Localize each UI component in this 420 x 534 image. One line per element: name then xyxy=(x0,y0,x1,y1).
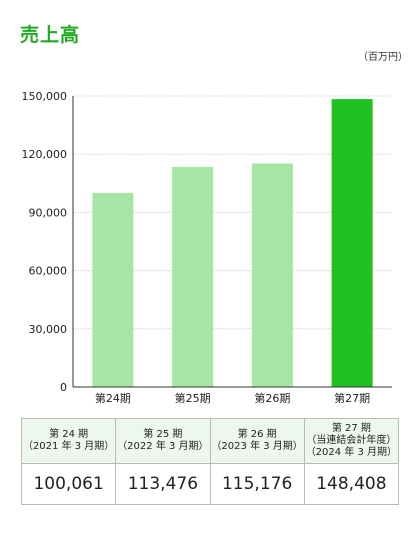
y-tick-label: 120,000 xyxy=(22,148,68,161)
bar-1 xyxy=(92,192,134,387)
x-axis-labels: 第24期 第25期 第26期 第27期 xyxy=(95,391,370,405)
summary-header-cell: 第 27 期（当連結会計年度） （2024 年 3 月期） xyxy=(303,418,400,464)
y-tick-label: 60,000 xyxy=(29,265,68,278)
x-tick-label: 第24期 xyxy=(95,391,131,405)
y-tick-label: 0 xyxy=(60,381,67,394)
y-tick-label: 90,000 xyxy=(29,206,68,219)
unit-label: （百万円） xyxy=(358,52,408,63)
summary-value-cell: 148,408 xyxy=(303,463,400,505)
summary-header-line: （2024 年 3 月期） xyxy=(305,447,398,458)
summary-header-line: 第 24 期 xyxy=(49,429,89,440)
summary-header-cell: 第 24 期（2021 年 3 月期） xyxy=(20,418,117,464)
summary-value-cell: 115,176 xyxy=(209,463,305,505)
summary-value-cell: 113,476 xyxy=(115,463,211,505)
summary-header-cell: 第 26 期（2023 年 3 月期） xyxy=(209,418,305,464)
x-tick-label: 第25期 xyxy=(175,391,211,405)
summary-header-line: 第 26 期 xyxy=(237,429,277,440)
bar-3 xyxy=(251,163,293,387)
summary-header-line: 第 27 期 xyxy=(331,423,371,434)
summary-header-line: （2021 年 3 月期） xyxy=(22,441,115,452)
summary-value-row: 100,061 113,476 115,176 148,408 xyxy=(20,463,400,505)
summary-header-cell: 第 25 期（2022 年 3 月期） xyxy=(115,418,211,464)
summary-header-line: （2023 年 3 月期） xyxy=(211,441,303,452)
y-tick-label: 30,000 xyxy=(29,323,68,336)
chart-title: 売上高 xyxy=(20,24,81,46)
bars xyxy=(92,99,373,388)
y-axis-ticks: 0 30,000 60,000 90,000 120,000 150,000 xyxy=(22,90,68,394)
x-tick-label: 第26期 xyxy=(254,391,290,405)
y-tick-label: 150,000 xyxy=(22,90,68,103)
axes xyxy=(72,96,392,388)
bar-4 xyxy=(331,99,373,388)
summary-header-line: 第 25 期 xyxy=(143,429,183,440)
bar-2 xyxy=(172,166,214,387)
summary-value-cell: 100,061 xyxy=(20,463,117,505)
summary-table: 第 24 期（2021 年 3 月期）第 25 期（2022 年 3 月期）第 … xyxy=(20,418,400,505)
x-tick-label: 第27期 xyxy=(334,391,370,405)
summary-header-line: （2022 年 3 月期） xyxy=(117,441,209,452)
summary-header-line: （当連結会計年度） xyxy=(306,435,397,446)
summary-header-row: 第 24 期（2021 年 3 月期）第 25 期（2022 年 3 月期）第 … xyxy=(20,418,400,464)
